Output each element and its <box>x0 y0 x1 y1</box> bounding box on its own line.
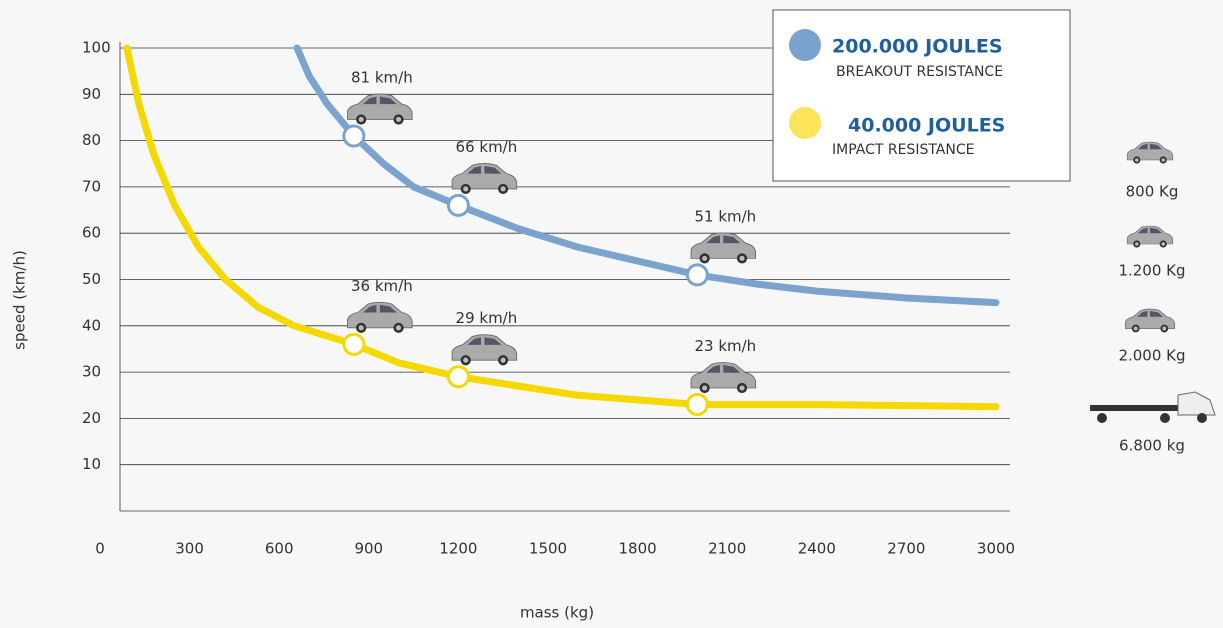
data-label: 51 km/h <box>694 207 756 225</box>
car-icon <box>347 93 413 125</box>
data-label: 23 km/h <box>694 337 756 355</box>
series-line <box>293 44 1000 307</box>
y-tick-label: 70 <box>82 177 101 195</box>
car <box>451 162 518 195</box>
data-point <box>685 263 709 287</box>
x-tick-label: 3000 <box>977 540 1015 558</box>
data-label: 29 km/h <box>456 309 518 327</box>
legend-subtitle: BREAKOUT RESISTANCE <box>836 64 1003 80</box>
y-tick-label: 60 <box>82 224 101 242</box>
legend-label: 200.000 JOULES <box>832 36 1003 58</box>
y-tick-label: 20 <box>82 409 101 427</box>
x-tick-label: 600 <box>265 540 294 558</box>
vehicle-label: 1.200 Kg <box>1118 262 1185 280</box>
truck-icon <box>1090 391 1216 423</box>
car-icon <box>347 301 413 334</box>
car <box>690 362 757 394</box>
data-point <box>342 332 366 356</box>
car <box>451 334 518 366</box>
y-tick-label: 90 <box>82 85 101 103</box>
car <box>347 301 413 334</box>
data-point <box>685 393 709 417</box>
x-tick-label: 1800 <box>619 540 657 558</box>
x-tick-label: 2700 <box>887 540 925 558</box>
x-tick-label: 900 <box>354 540 383 558</box>
y-tick-label: 80 <box>82 131 101 149</box>
y-tick-label: 50 <box>82 270 101 288</box>
x-tick-label: 2400 <box>798 540 836 558</box>
y-axis-label: speed (km/h) <box>11 250 29 350</box>
y-tick-label: 10 <box>82 455 101 473</box>
data-label: 36 km/h <box>351 277 413 295</box>
data-label: 81 km/h <box>351 68 413 86</box>
data-point <box>342 124 366 148</box>
legend-subtitle: IMPACT RESISTANCE <box>832 142 974 158</box>
vehicle-label: 2.000 Kg <box>1118 347 1185 365</box>
legend-swatch <box>789 107 821 139</box>
data-point <box>446 365 470 389</box>
x-tick-label: 1500 <box>529 540 567 558</box>
x-tick-label: 2100 <box>708 540 746 558</box>
car <box>347 93 413 125</box>
vehicle-label: 800 Kg <box>1126 183 1179 201</box>
legend-swatch <box>789 29 821 61</box>
y-tick-label: 40 <box>82 316 101 334</box>
vehicle-label: 6.800 kg <box>1119 437 1185 455</box>
legend-box <box>772 9 1071 182</box>
car-icon <box>1124 308 1176 333</box>
car-icon <box>451 334 518 366</box>
data-point <box>446 193 470 217</box>
data-label: 66 km/h <box>456 138 518 156</box>
y-tick-label: 30 <box>82 363 101 381</box>
x-axis-label: mass (kg) <box>520 604 594 622</box>
legend-label: 40.000 JOULES <box>848 115 1005 137</box>
x-tick-label: 0 <box>95 540 105 558</box>
x-tick-label: 300 <box>175 540 204 558</box>
x-tick-label: 1200 <box>439 540 477 558</box>
car <box>690 232 757 264</box>
y-tick-label: 100 <box>82 39 111 57</box>
car-icon <box>690 232 757 264</box>
car-icon <box>690 362 757 394</box>
car-icon <box>1126 225 1174 248</box>
car-icon <box>1126 141 1174 164</box>
car-icon <box>451 162 518 195</box>
